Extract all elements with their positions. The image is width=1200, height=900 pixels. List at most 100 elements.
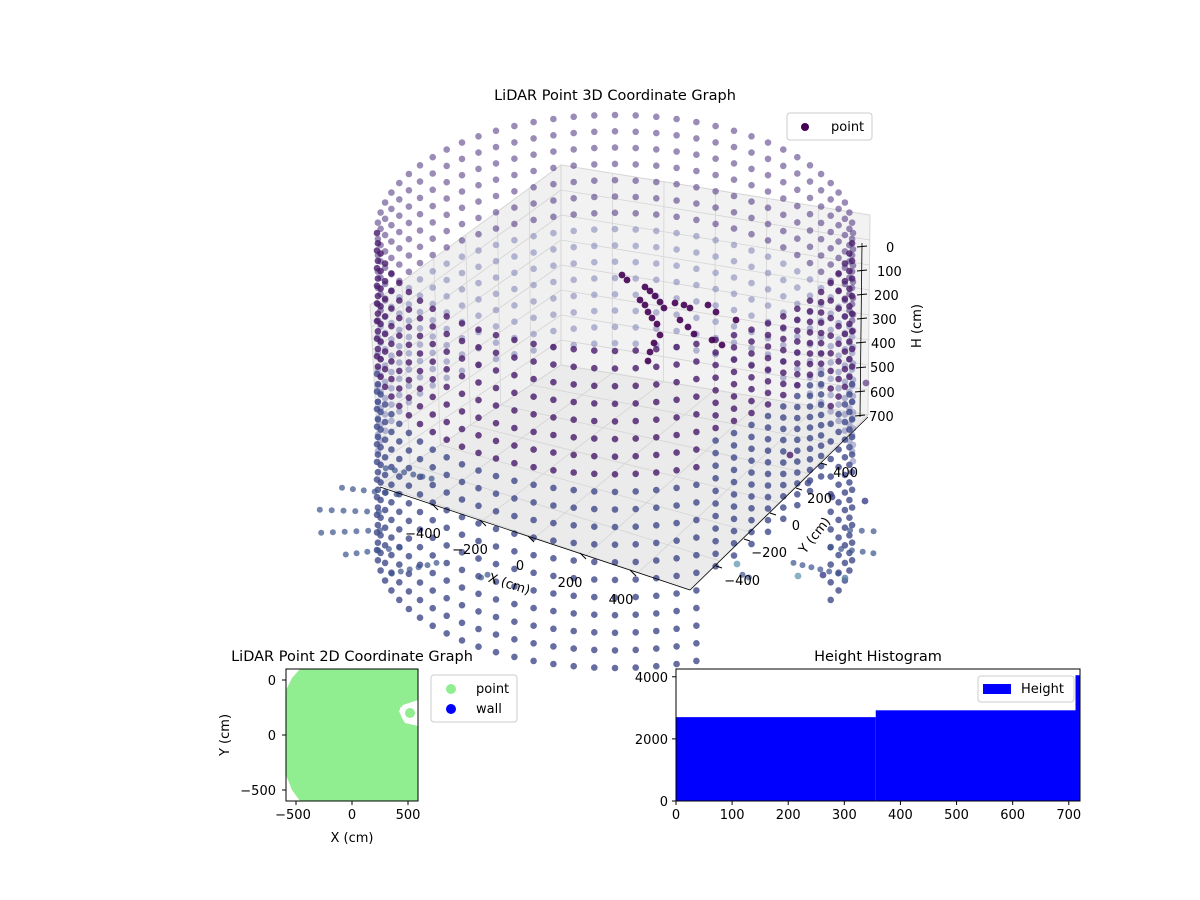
data-point [611,647,619,654]
data-point [817,401,825,409]
data-point [632,523,639,530]
data-point [794,333,801,340]
data-point [492,225,500,232]
data-point [530,622,537,629]
data-point [396,297,403,304]
data-point [806,194,814,202]
data-point [570,363,577,371]
data-point [570,162,577,169]
data-point [748,385,755,393]
data-point [570,398,577,406]
data-point [780,324,787,332]
data-point [730,454,738,461]
data-point [841,313,849,320]
data-point [405,288,413,296]
data-point [841,215,849,223]
data-point [591,364,598,372]
data-point [458,155,466,163]
data-point [388,358,395,365]
data-point [570,178,577,186]
data-point [673,197,680,204]
data-point [673,115,680,123]
data-point [377,496,384,504]
data-point [764,320,772,327]
data-point [817,421,825,429]
data-point [511,155,518,162]
data-point [591,488,598,495]
data-point [835,305,842,312]
data-point [841,277,849,285]
data-point [712,537,719,545]
data-point [780,481,787,489]
data-point [611,664,619,672]
data-point [443,559,451,567]
data-point [708,336,716,344]
data-point [429,235,437,242]
data-point [611,111,619,119]
data-point [511,653,518,661]
data-point [410,471,417,478]
data-point [686,304,694,312]
data-point [511,477,518,485]
data-point [846,209,853,216]
legend-label-point: point [476,682,509,697]
data-point [388,221,395,229]
data-point [416,614,424,621]
x-tick-label: 0 [348,808,356,823]
data-point [858,527,865,534]
data-point [846,267,853,275]
data-point [653,504,660,512]
data-point [641,301,649,309]
data-point [405,376,413,384]
data-point [806,424,814,431]
data-point [780,369,787,377]
data-point [611,400,619,408]
data-point [511,318,518,326]
x-ticks-3d: −400 −200 0 200 400 [405,503,637,608]
data-point [748,326,755,334]
data-point [381,401,389,408]
data-point [530,330,537,338]
data-point [806,329,814,336]
data-point [492,472,500,480]
data-point [632,210,639,217]
data-point [443,146,451,153]
chart-2d: LiDAR Point 2D Coordinate Graph −500 0 5… [218,649,518,846]
data-point [632,541,639,548]
data-point [530,216,537,224]
data-point [377,443,384,451]
data-point [653,381,660,388]
data-point [644,357,652,365]
data-point [388,352,395,360]
data-point [396,385,403,392]
data-point [806,210,814,218]
data-point [653,178,660,186]
data-point [475,165,482,173]
data-point [396,326,403,334]
data-point [794,202,801,210]
data-point [353,550,360,557]
data-point [764,424,772,431]
data-point [458,425,466,433]
histogram-bar [875,710,1076,801]
data-point [730,368,738,376]
data-point [381,436,389,444]
data-point [806,466,814,474]
data-point [550,431,557,439]
data-point [511,618,518,625]
data-point [405,517,413,525]
data-point [693,358,700,365]
data-point [416,259,424,267]
data-point [730,503,738,510]
data-point [570,146,577,153]
data-point [748,230,755,238]
data-point [841,489,849,496]
data-point [492,127,500,135]
data-point [730,192,738,200]
data-point [846,320,853,328]
data-point [396,508,403,516]
data-point [794,338,801,345]
data-point [377,355,384,363]
data-point [433,559,440,566]
data-point [673,590,680,597]
